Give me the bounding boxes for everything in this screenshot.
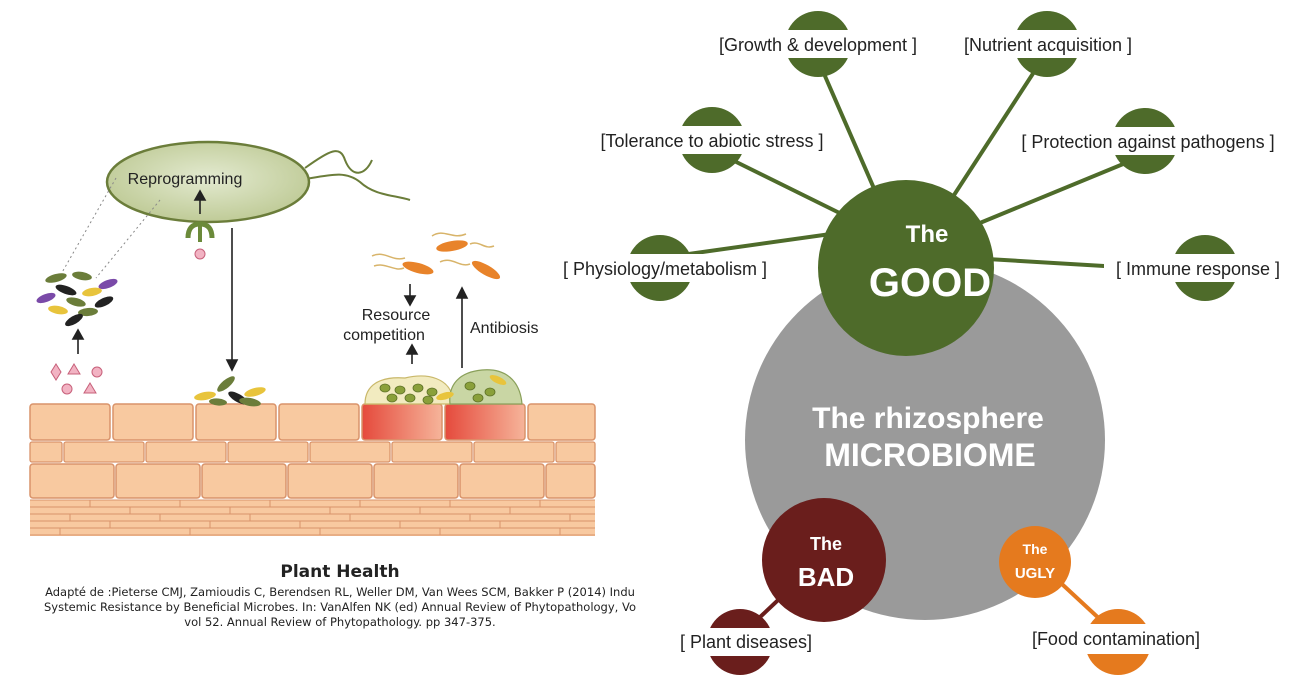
benefit-label-growth: [Growth & development ]	[719, 35, 917, 55]
ugly-circle	[999, 526, 1071, 598]
bad-circle	[762, 498, 886, 622]
root-cell-layers	[29, 403, 596, 536]
good-label-2: GOOD	[869, 261, 991, 305]
ugly-label-2: UGLY	[1015, 565, 1055, 582]
arrow-down-to-root	[225, 228, 239, 372]
microbiome-title-1: The rhizosphere	[812, 402, 1044, 435]
benefit-node-protection	[1008, 108, 1292, 174]
ugly-item-node	[1012, 609, 1224, 675]
benefit-label-nutrient: [Nutrient acquisition ]	[964, 35, 1132, 55]
ugly-item-label: [Food contamination]	[1032, 629, 1200, 649]
reprogramming-label: Reprogramming	[128, 171, 243, 188]
resource-label-2: competition	[343, 327, 425, 344]
arrow-down-resource	[403, 284, 417, 307]
arrow-up-molecules	[71, 328, 85, 354]
signal-molecules	[50, 363, 103, 395]
benefit-node-growth	[700, 11, 940, 77]
benefit-node-immune	[1104, 235, 1294, 301]
benefit-label-protection: [ Protection against pathogens ]	[1021, 132, 1274, 152]
good-label-1: The	[906, 221, 949, 248]
figure-caption: Plant Health Adapté de :Pieterse CMJ, Za…	[0, 562, 680, 630]
arrow-up-resource	[405, 343, 419, 364]
pathogen-colony	[364, 369, 523, 405]
bad-item-node	[666, 609, 822, 675]
benefit-node-nutrient	[945, 11, 1155, 77]
bad-label-2: BAD	[798, 562, 854, 592]
bad-item-label: [ Plant diseases]	[680, 632, 812, 652]
receptor-icon	[185, 221, 215, 260]
benefit-nodes	[548, 11, 1294, 301]
reference-line-1: Adapté de :Pieterse CMJ, Zamioudis C, Be…	[45, 585, 635, 599]
benefit-label-tolerance: [Tolerance to abiotic stress ]	[600, 131, 823, 151]
benefit-node-tolerance	[582, 107, 844, 173]
root-surface-microbes	[194, 376, 266, 407]
benefit-node-physiology	[548, 235, 784, 301]
arrow-up-antibiosis	[455, 286, 469, 368]
arrow-up-reprogramming	[193, 189, 207, 214]
microbe-cluster	[36, 271, 118, 327]
microbiome-title-2: MICROBIOME	[824, 437, 1036, 473]
benefit-label-immune: [ Immune response ]	[1116, 259, 1280, 279]
bad-label-1: The	[810, 534, 842, 554]
ugly-label-1: The	[1023, 541, 1048, 557]
benefit-labels: [Growth & development ] [Nutrient acquis…	[563, 35, 1280, 279]
good-circle	[818, 180, 994, 356]
antibiosis-label: Antibiosis	[470, 320, 538, 337]
reference-line-2: Systemic Resistance by Beneficial Microb…	[44, 600, 636, 614]
caption-reference: Adapté de :Pieterse CMJ, Zamioudis C, Be…	[0, 585, 680, 630]
caption-title: Plant Health	[280, 562, 400, 582]
pathogen-bacteria	[371, 232, 501, 280]
dotted-connectors	[59, 177, 161, 279]
benefit-label-physiology: [ Physiology/metabolism ]	[563, 259, 767, 279]
bacterium-reprogramming: Reprogramming	[105, 140, 411, 224]
reference-line-3: vol 52. Annual Review of Phytopathology.…	[184, 615, 496, 629]
resource-label-1: Resource	[362, 307, 431, 324]
